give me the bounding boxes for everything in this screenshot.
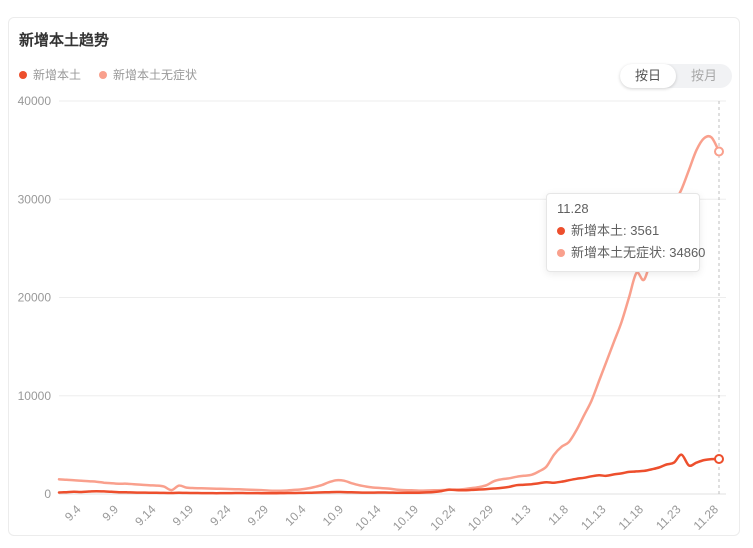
x-axis-label: 10.14: [352, 502, 383, 533]
x-axis-label: 10.19: [390, 502, 421, 533]
tooltip-label-asymptomatic: 新增本土无症状:: [571, 244, 666, 260]
y-axis-label: 20000: [18, 291, 52, 305]
tooltip-row-local: 新增本土: 3561: [557, 222, 689, 241]
x-axis-label: 9.14: [132, 502, 159, 529]
tooltip-dot-asymptomatic-icon: [557, 249, 565, 258]
by-month-button[interactable]: 按月: [690, 68, 717, 83]
tooltip-value-local: 3561: [630, 222, 660, 238]
x-axis-label: 11.23: [653, 502, 684, 533]
legend-dot-asymptomatic-icon: [99, 70, 108, 79]
x-axis-label: 9.29: [245, 502, 272, 529]
trend-card: 新增本土趋势 新增本土 新增本土无症状 按日 按月 0 10000 20000 300…: [8, 17, 740, 536]
x-axis-label: 11.8: [545, 502, 571, 528]
x-axis-label: 9.19: [170, 502, 197, 529]
tooltip-value-asymptomatic: 34860: [669, 244, 706, 260]
tooltip-date: 11.28: [557, 201, 589, 216]
y-axis-label: 30000: [18, 192, 52, 206]
by-day-button[interactable]: 按日: [619, 64, 676, 88]
x-axis-label: 11.18: [616, 502, 647, 533]
x-axis-label: 10.24: [427, 502, 458, 533]
legend-label-asymptomatic: 新增本土无症状: [113, 68, 198, 82]
legend-label-local: 新增本土: [33, 68, 82, 82]
x-axis-label: 10.29: [465, 502, 496, 533]
tooltip-dot-local-icon: [557, 227, 565, 236]
x-axis-label: 9.24: [207, 502, 234, 529]
x-axis-label: 10.4: [282, 502, 309, 529]
legend-dot-local-icon: [19, 70, 27, 79]
legend-item-asymptomatic[interactable]: 新增本土无症状: [99, 66, 197, 83]
endpoint-marker-asymptomatic[interactable]: [714, 146, 724, 157]
chart-legend: 新增本土 新增本土无症状: [19, 66, 197, 83]
tooltip-label-local: 新增本土:: [571, 222, 627, 238]
chart-title: 新增本土趋势: [19, 32, 110, 49]
x-axis-label: 11.28: [691, 502, 722, 533]
x-axis-label: 9.9: [99, 502, 121, 524]
x-axis-label: 9.4: [62, 502, 84, 524]
series-line-asymptomatic[interactable]: [57, 134, 721, 492]
y-axis-label: 40000: [18, 94, 52, 108]
x-axis-label: 11.13: [578, 502, 609, 533]
endpoint-marker-local[interactable]: [714, 454, 724, 464]
series-line-local[interactable]: [57, 453, 721, 495]
granularity-toggle: 按日 按月: [619, 64, 732, 88]
y-axis-label: 10000: [18, 389, 52, 403]
chart-tooltip: 11.28 新增本土: 3561 新增本土无症状: 34860: [546, 193, 705, 272]
trend-line-chart[interactable]: 0 10000 20000 30000 40000 9.4 9.9 9.14 9.19 9.24 9…: [9, 18, 739, 535]
y-axis-label: 0: [44, 487, 51, 501]
legend-item-local[interactable]: 新增本土: [19, 66, 81, 83]
x-axis-label: 10.9: [320, 502, 347, 529]
x-axis-label: 11.3: [508, 502, 534, 528]
tooltip-row-asymptomatic: 新增本土无症状: 34860: [557, 244, 705, 263]
